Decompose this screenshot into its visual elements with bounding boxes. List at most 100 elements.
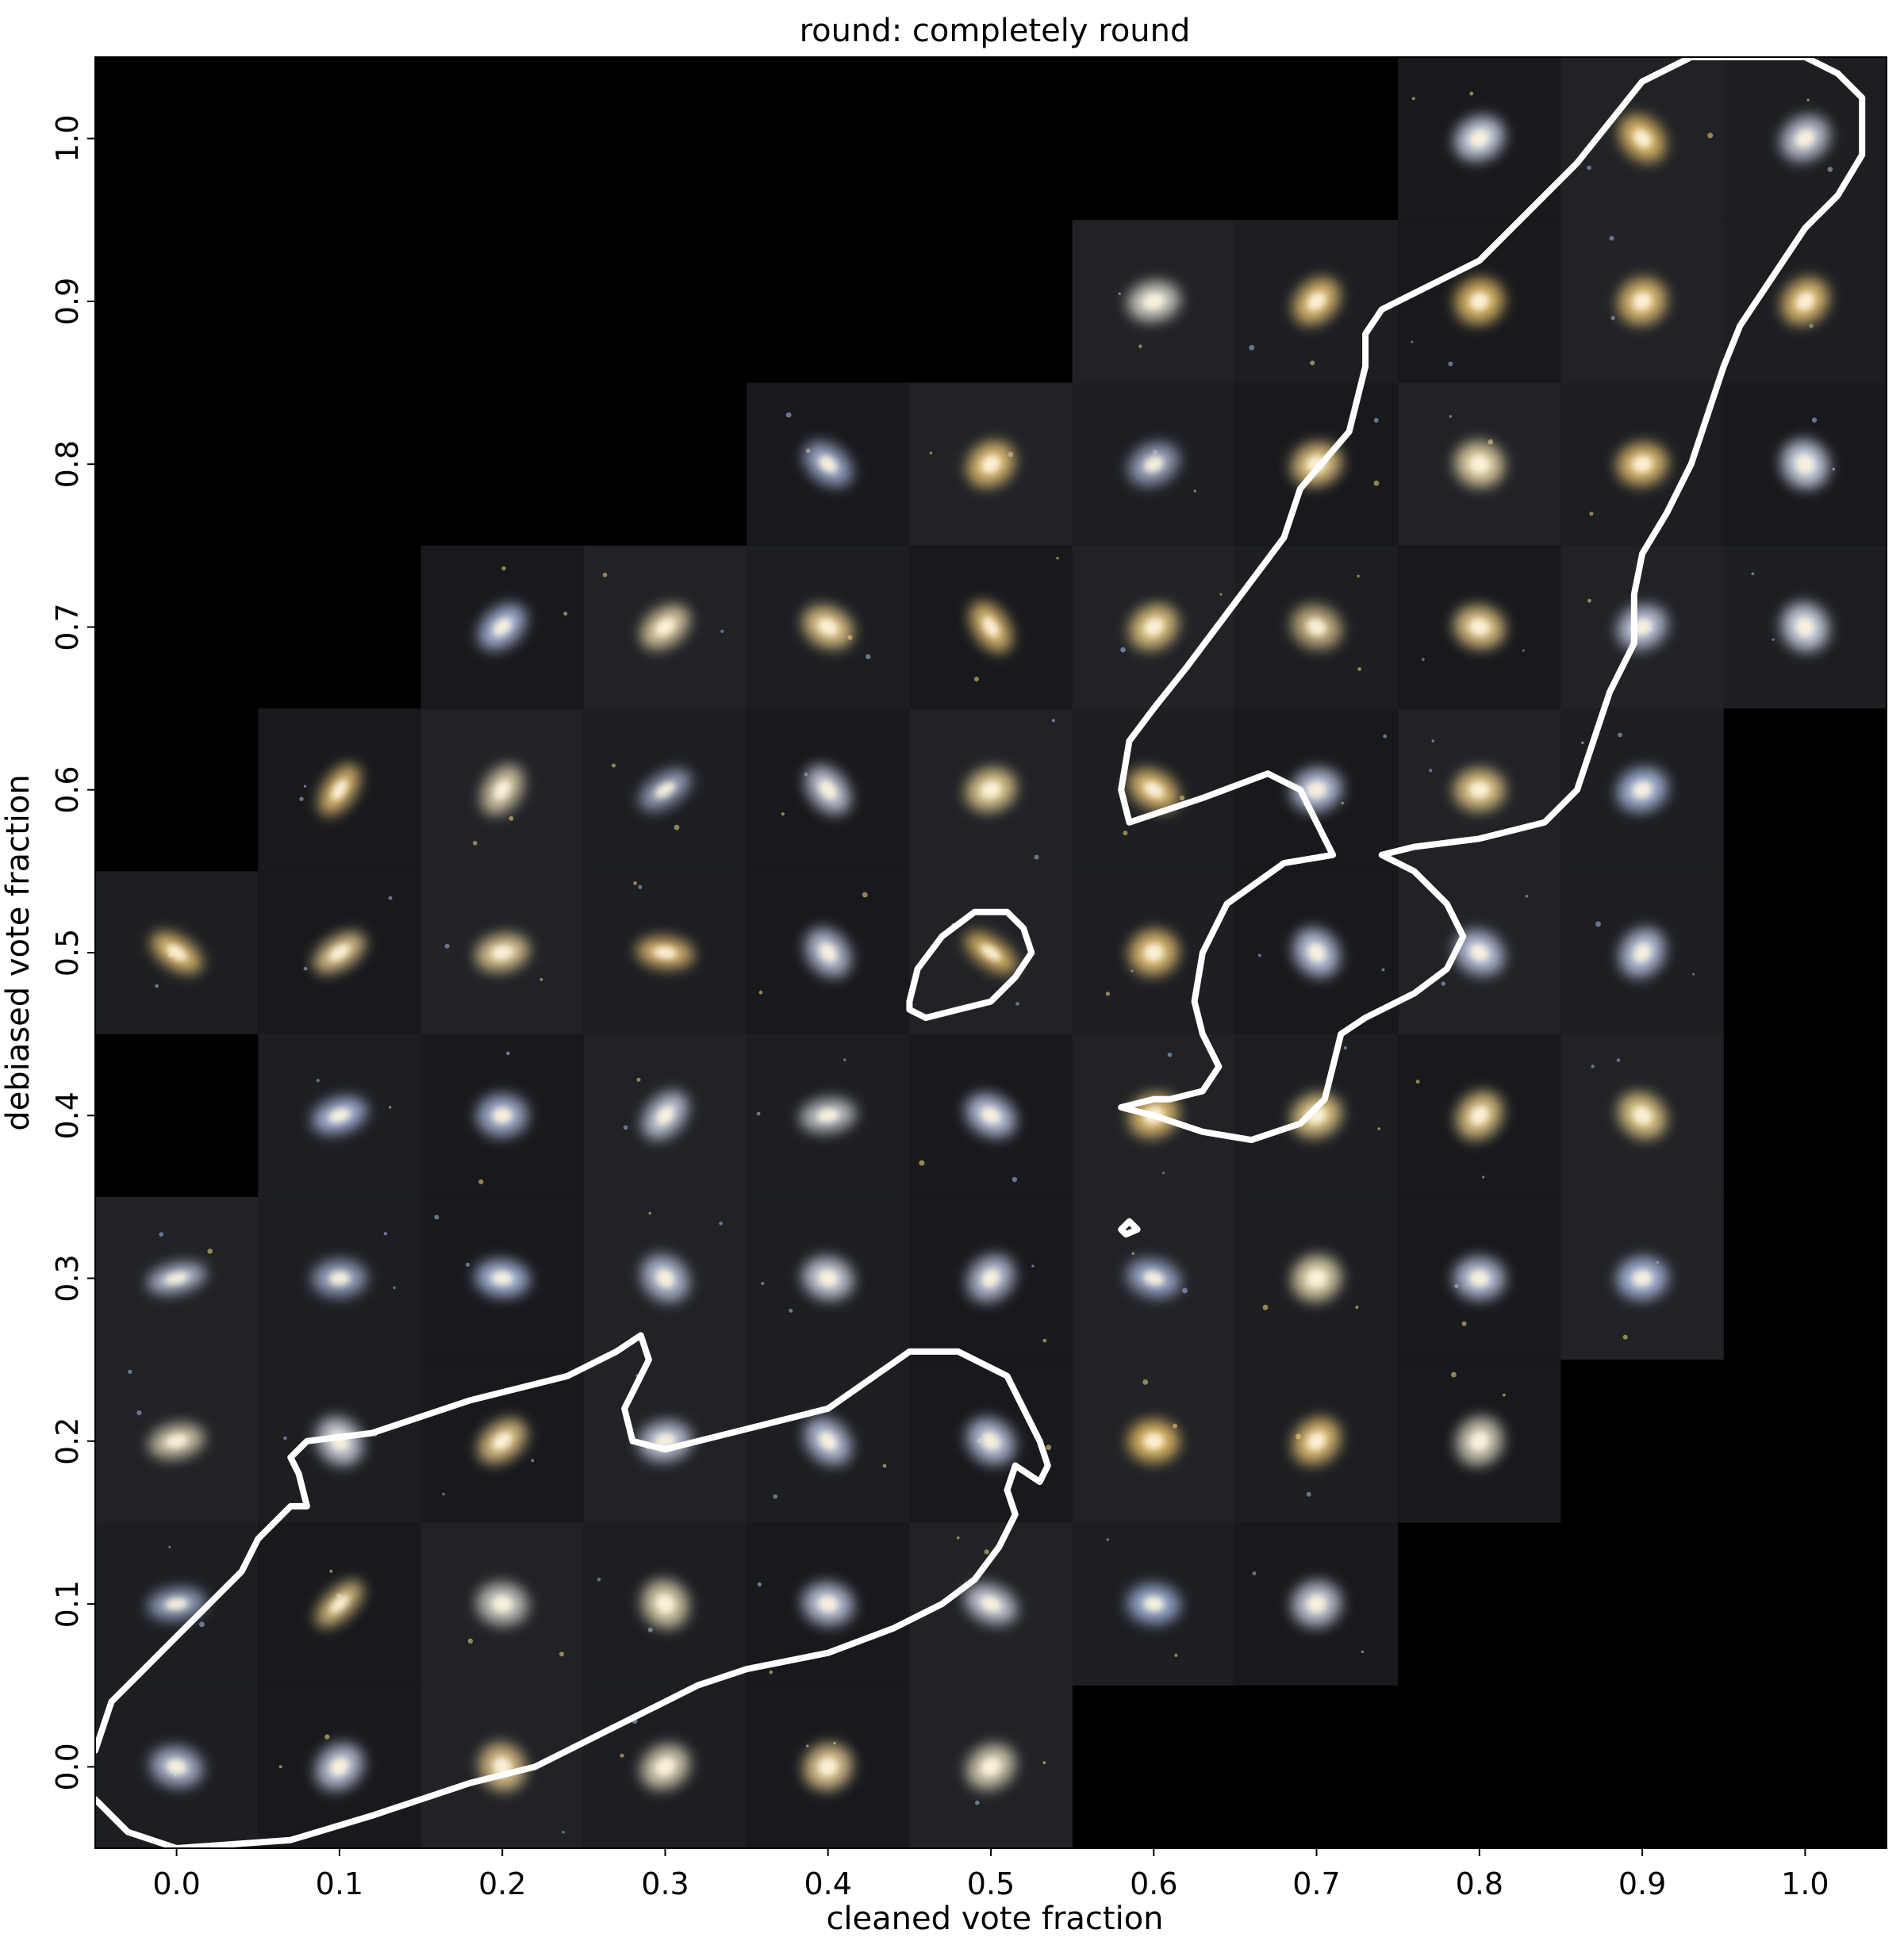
background-star bbox=[1469, 91, 1474, 96]
galaxy-core bbox=[818, 618, 839, 636]
x-tick-label: 0.4 bbox=[804, 1866, 851, 1901]
background-star bbox=[648, 1211, 651, 1215]
galaxy-core bbox=[817, 1595, 839, 1613]
background-star bbox=[862, 892, 868, 898]
background-star bbox=[1381, 968, 1385, 972]
galaxy-core bbox=[1795, 455, 1815, 474]
background-star bbox=[866, 654, 871, 659]
galaxy-cell bbox=[1560, 1196, 1724, 1360]
galaxy-cell bbox=[1072, 871, 1235, 1034]
background-star bbox=[597, 1578, 601, 1582]
galaxy-core bbox=[329, 944, 350, 961]
galaxy-core bbox=[1632, 781, 1653, 799]
galaxy-core bbox=[1306, 618, 1327, 636]
galaxy-cell bbox=[583, 708, 747, 872]
density-contour bbox=[1118, 1218, 1141, 1238]
background-star bbox=[1042, 1338, 1047, 1343]
galaxy-core bbox=[1469, 129, 1490, 148]
background-star bbox=[1431, 739, 1435, 742]
galaxy-cell bbox=[1234, 1196, 1399, 1360]
galaxy-core bbox=[655, 1268, 675, 1288]
galaxy-core bbox=[1143, 455, 1164, 473]
galaxy-core bbox=[1307, 1432, 1326, 1451]
galaxy-cell bbox=[747, 1360, 910, 1523]
background-star bbox=[1422, 658, 1425, 662]
x-axis-ticks: 0.0 0.1 0.2 0.3 0.4 0.5 0.6 0.7 0.8 0.9 1.0 bbox=[152, 1848, 1829, 1901]
galaxy-cell bbox=[583, 1196, 747, 1360]
galaxy-core bbox=[1143, 1596, 1165, 1612]
background-star bbox=[1130, 969, 1134, 972]
background-star bbox=[1361, 1650, 1365, 1654]
x-tick-label: 0.9 bbox=[1618, 1866, 1666, 1901]
background-star bbox=[1123, 831, 1128, 836]
galaxy-cell bbox=[1560, 382, 1724, 546]
galaxy-core bbox=[1469, 292, 1490, 311]
background-star bbox=[1051, 719, 1055, 723]
galaxy-core bbox=[165, 1434, 188, 1448]
galaxy-cell bbox=[747, 545, 910, 709]
background-star bbox=[1106, 1538, 1109, 1541]
background-star bbox=[304, 785, 307, 788]
background-star bbox=[1482, 1176, 1485, 1179]
galaxy-core bbox=[1143, 943, 1164, 962]
background-star bbox=[1015, 1002, 1019, 1006]
galaxy-core bbox=[165, 1598, 188, 1610]
galaxy-core bbox=[1306, 781, 1327, 799]
background-star bbox=[1046, 1444, 1052, 1451]
galaxy-core bbox=[981, 1432, 1000, 1451]
galaxy-cell bbox=[1398, 1196, 1561, 1360]
background-star bbox=[1441, 981, 1446, 986]
galaxy-cell bbox=[258, 1522, 421, 1686]
galaxy-cell bbox=[1398, 871, 1561, 1034]
galaxy-core bbox=[1633, 129, 1652, 148]
galaxy-cell bbox=[258, 708, 421, 872]
galaxy-cell bbox=[1398, 1360, 1561, 1523]
galaxy-core bbox=[493, 618, 512, 636]
galaxy-core bbox=[1469, 618, 1490, 636]
galaxy-cell bbox=[420, 708, 584, 872]
background-star bbox=[789, 1308, 793, 1313]
background-star bbox=[1357, 574, 1360, 577]
background-star bbox=[757, 1582, 762, 1587]
galaxy-cell bbox=[1072, 1360, 1235, 1523]
background-star bbox=[720, 629, 724, 633]
background-star bbox=[1262, 1304, 1269, 1310]
galaxy-core bbox=[816, 1108, 839, 1122]
galaxy-cell bbox=[1234, 220, 1399, 383]
background-star bbox=[804, 773, 808, 777]
galaxy-cell bbox=[747, 1522, 910, 1686]
background-star bbox=[785, 412, 792, 418]
galaxy-core bbox=[329, 1757, 349, 1776]
background-star bbox=[1587, 598, 1591, 603]
x-tick-label: 0.8 bbox=[1456, 1866, 1503, 1901]
background-star bbox=[155, 984, 159, 988]
background-star bbox=[473, 841, 478, 846]
background-star bbox=[1429, 769, 1433, 773]
galaxy-cell bbox=[747, 382, 910, 546]
density-contour bbox=[906, 908, 1035, 1022]
x-tick-label: 0.7 bbox=[1292, 1866, 1340, 1901]
galaxy-cell bbox=[1560, 545, 1724, 709]
background-star bbox=[442, 1492, 445, 1496]
galaxy-core bbox=[328, 1271, 351, 1286]
y-tick-label: 1.0 bbox=[50, 114, 85, 162]
background-star bbox=[444, 943, 450, 949]
density-contour bbox=[92, 1332, 1051, 1851]
galaxy-cell bbox=[747, 1196, 910, 1360]
background-star bbox=[1827, 167, 1833, 172]
galaxy-cell bbox=[420, 1360, 584, 1523]
galaxy-core bbox=[981, 944, 1001, 961]
galaxy-cell bbox=[1234, 382, 1399, 546]
galaxy-core bbox=[981, 455, 1001, 474]
galaxy-cell bbox=[1072, 220, 1235, 383]
background-star bbox=[758, 990, 763, 995]
background-star bbox=[316, 1079, 320, 1083]
galaxy-core bbox=[166, 1759, 187, 1775]
background-star bbox=[1618, 732, 1622, 738]
background-star bbox=[1609, 236, 1614, 241]
galaxy-core bbox=[166, 944, 187, 961]
background-star bbox=[1034, 854, 1039, 860]
background-star bbox=[719, 1222, 723, 1226]
galaxy-core bbox=[492, 1107, 512, 1124]
galaxy-core bbox=[1470, 1431, 1489, 1451]
